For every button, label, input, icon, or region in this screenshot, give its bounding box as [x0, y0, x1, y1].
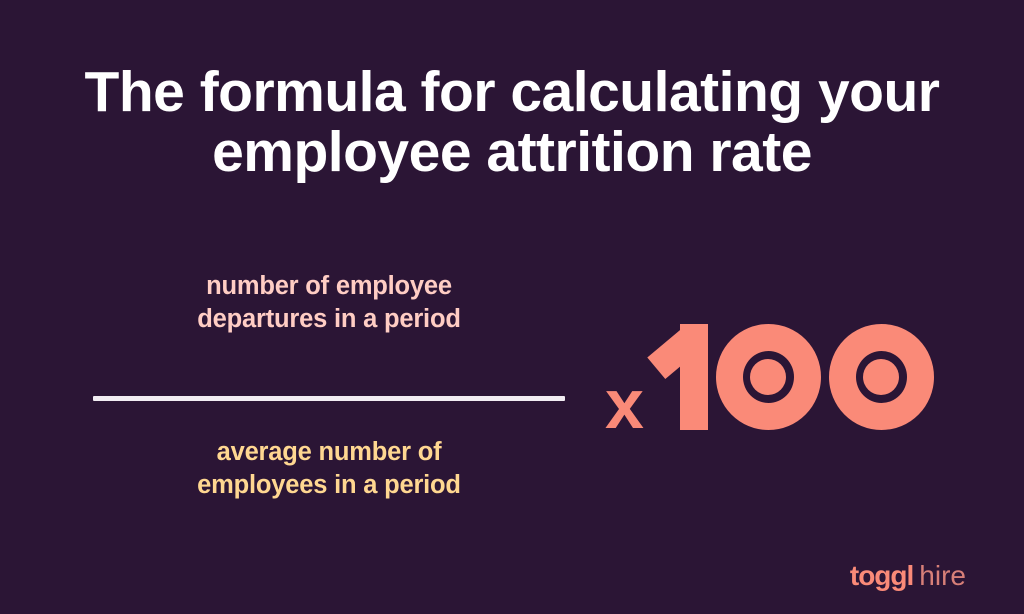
multiply-by-hundred: x	[605, 312, 934, 443]
digit-zero-second	[828, 324, 934, 430]
toggl-hire-logo: toggl hire	[850, 560, 966, 592]
multiplication-operator: x	[605, 365, 644, 443]
logo-brand-text: toggl	[849, 560, 914, 591]
fraction-bar	[93, 396, 565, 401]
page-title: The formula for calculating your employe…	[0, 62, 1024, 182]
zero-center-dot-icon	[863, 359, 900, 395]
zero-center-dot-icon	[750, 359, 787, 395]
logo-product-text: hire	[919, 560, 966, 591]
digit-one-stem	[679, 324, 708, 430]
attrition-formula: number of employee departures in a perio…	[0, 270, 1024, 520]
title-line-1: The formula for calculating your	[84, 60, 940, 124]
digit-one	[647, 324, 708, 430]
numerator-line-2: departures in a period	[197, 305, 461, 333]
denominator-line-1: average number of	[216, 438, 442, 466]
digit-zero-first	[715, 324, 821, 430]
fraction-numerator: number of employee departures in a perio…	[93, 270, 565, 336]
denominator-line-2: employees in a period	[197, 471, 461, 499]
numerator-line-1: number of employee	[206, 272, 452, 300]
title-line-2: employee attrition rate	[212, 120, 812, 184]
fraction-denominator: average number of employees in a period	[93, 436, 565, 502]
